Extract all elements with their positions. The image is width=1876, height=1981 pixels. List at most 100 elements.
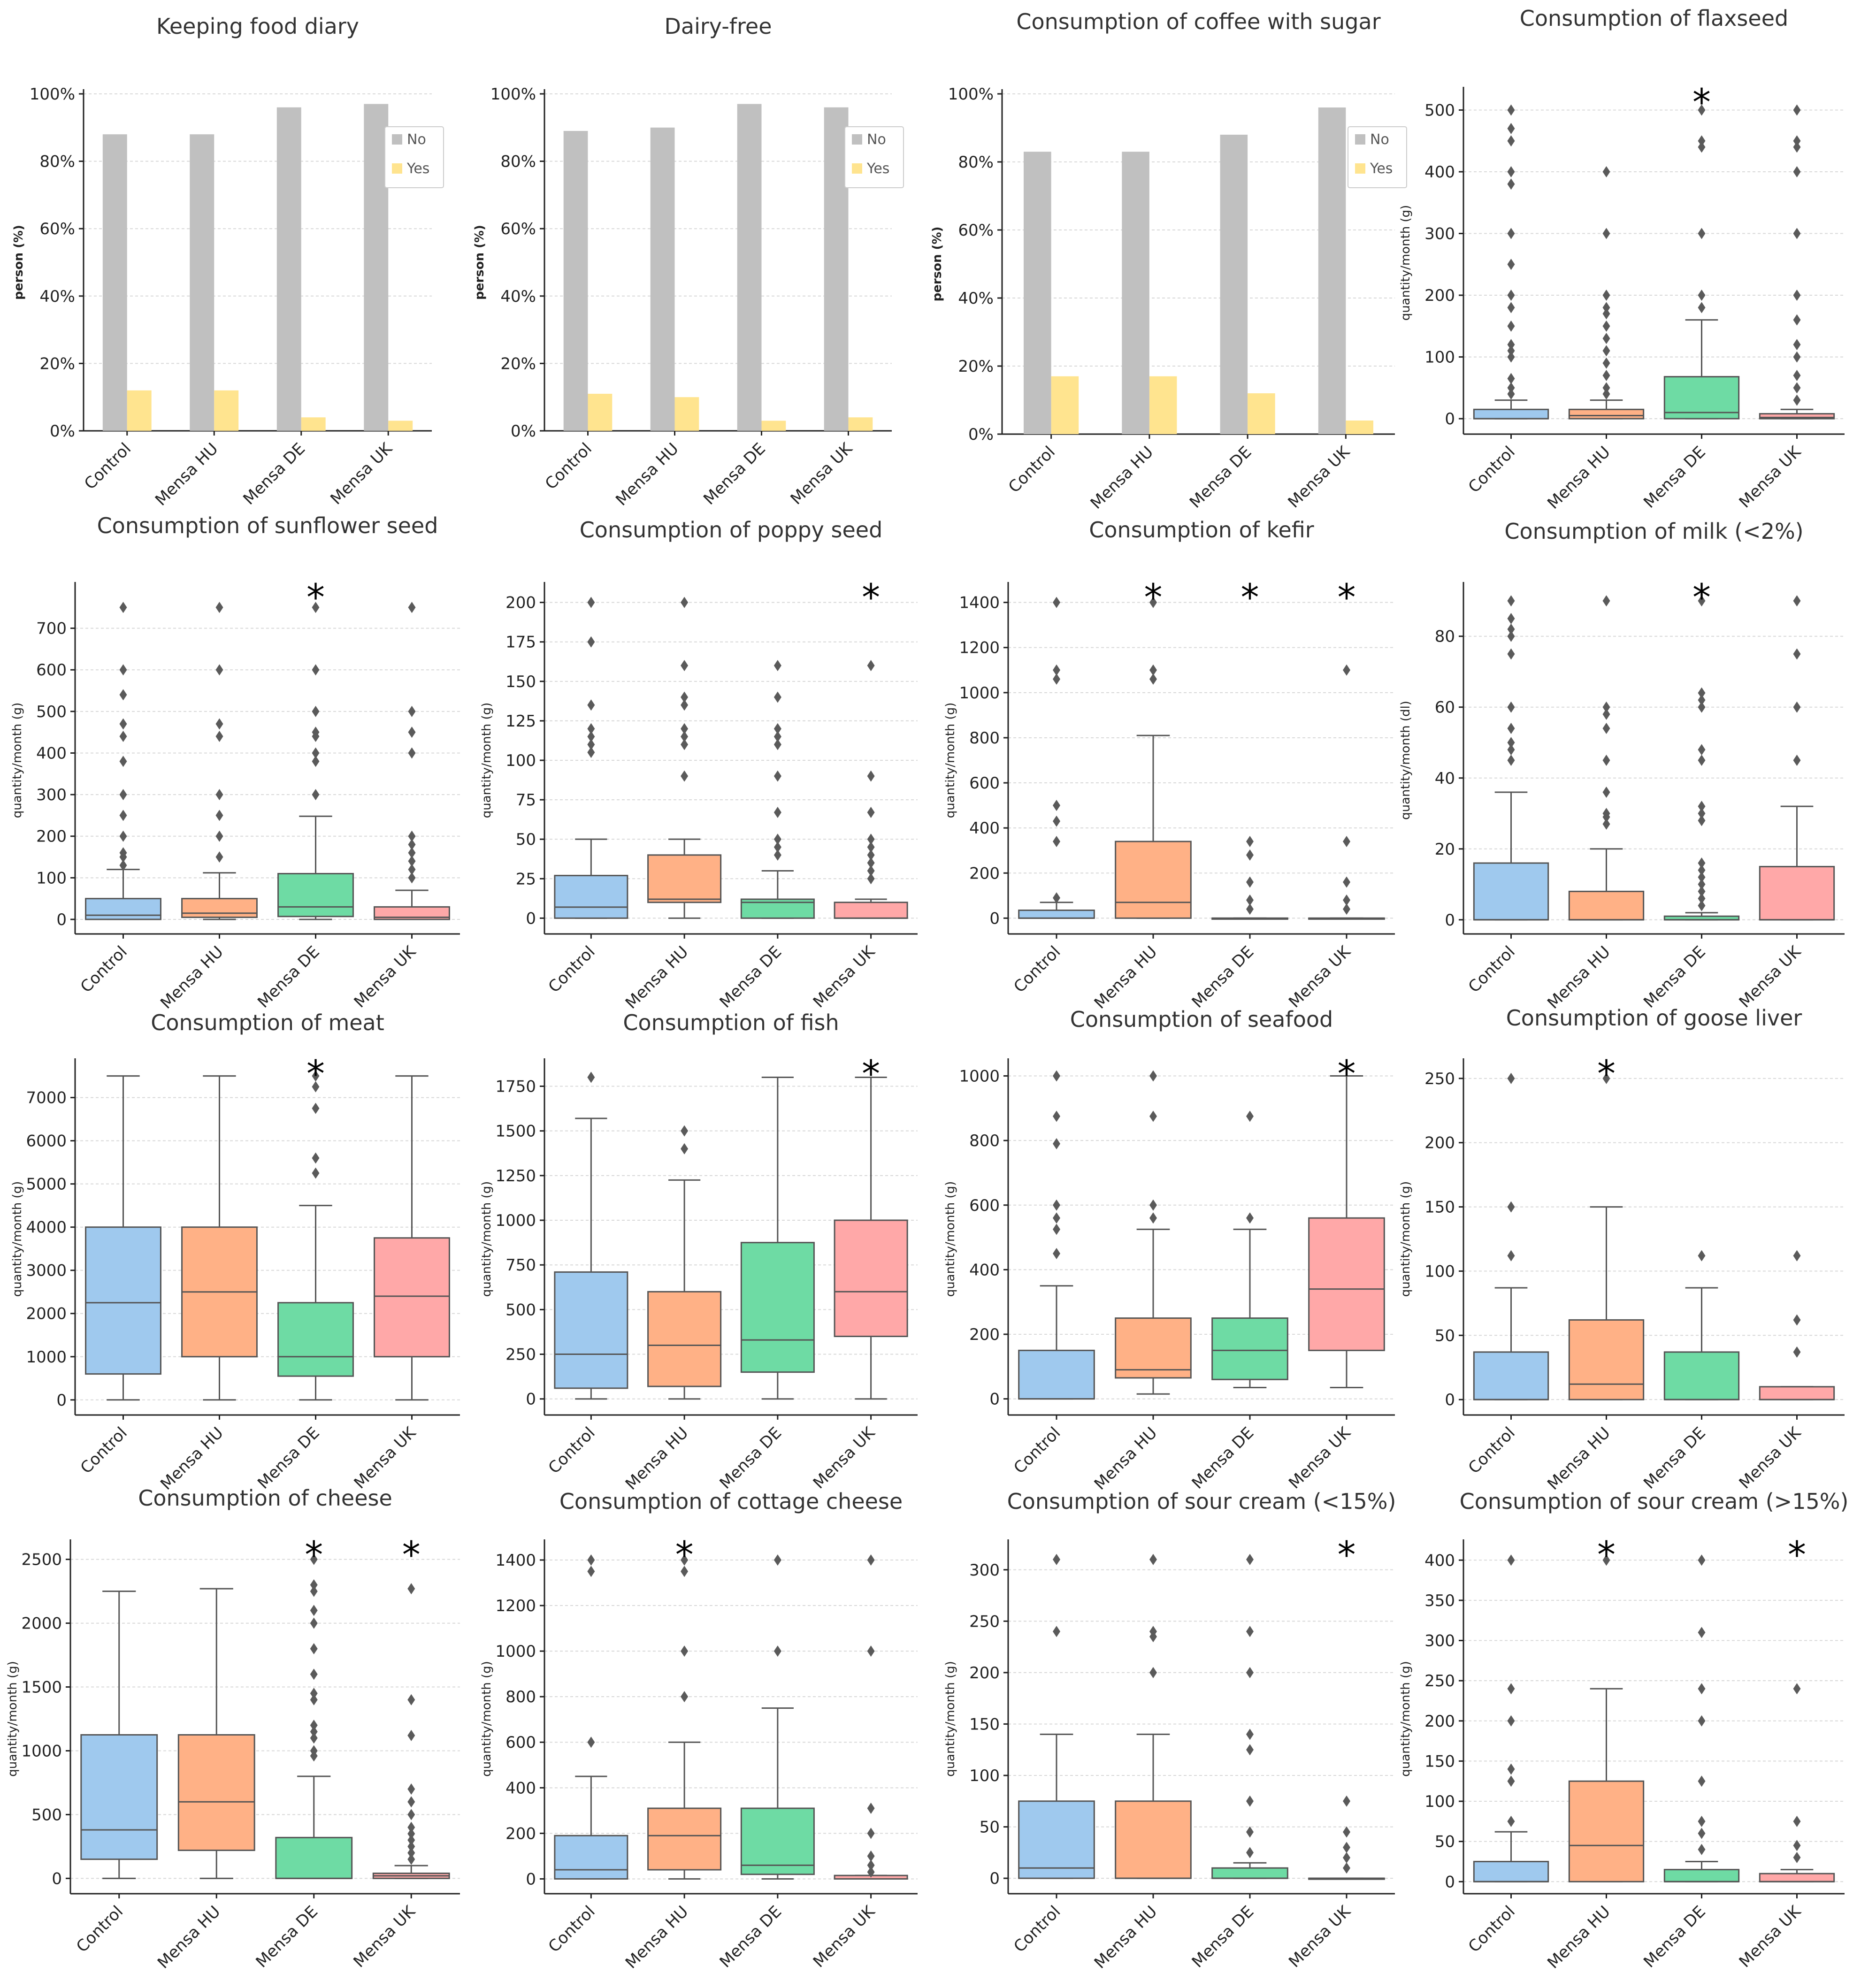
outlier-point	[681, 770, 689, 782]
outlier-point	[1698, 1775, 1706, 1787]
y-tick-label: 75	[516, 791, 536, 810]
x-tick-label: Control	[1005, 443, 1059, 497]
outlier-point	[587, 1736, 595, 1748]
outlier-point	[407, 1783, 415, 1795]
y-tick-label: 6000	[26, 1132, 67, 1151]
y-tick-label: 400	[36, 744, 67, 763]
bar-no	[563, 130, 588, 431]
panel-sour_low: Consumption of sour cream (<15%) 0 50 100 15…	[943, 1489, 1396, 1973]
outlier-point	[1793, 290, 1801, 301]
box	[834, 1219, 908, 1337]
y-tick-label: 4000	[26, 1218, 67, 1237]
box	[647, 1807, 722, 1871]
outlier-point	[1507, 612, 1515, 624]
outlier-point	[1149, 673, 1157, 685]
x-tick-label: Mensa HU	[622, 1423, 692, 1494]
outlier-point	[1793, 394, 1801, 406]
y-tick-label: 800	[505, 1688, 536, 1706]
y-tick-label: 100%	[948, 85, 994, 104]
box	[1115, 841, 1192, 919]
chart-title: Dairy-free	[664, 14, 772, 39]
panel-sour_high: Consumption of sour cream (>15%) 0 50 100 15…	[1399, 1489, 1848, 1973]
outlier-point	[407, 1828, 415, 1840]
y-axis-label: quantity/month (g)	[10, 1181, 24, 1297]
x-tick-label: Control	[545, 942, 599, 996]
y-tick-label: 250	[969, 1612, 1000, 1631]
y-tick-label: 0%	[50, 422, 75, 441]
outlier-point	[681, 723, 689, 734]
significance-star: *	[1788, 1534, 1806, 1576]
bar-yes	[848, 417, 873, 431]
outlier-point	[773, 691, 781, 703]
outlier-point	[1507, 228, 1515, 239]
outlier-point	[1053, 1553, 1060, 1565]
legend-swatch	[852, 134, 862, 145]
outlier-point	[1507, 1554, 1515, 1566]
y-tick-label: 0	[1445, 911, 1455, 930]
y-tick-label: 0	[989, 1869, 1000, 1888]
panel-seafood: Consumption of seafood 0 200 400 600 800 1000 q…	[943, 1007, 1395, 1494]
outlier-point	[1793, 166, 1801, 177]
outlier-point	[1053, 1110, 1060, 1122]
y-axis-label: quantity/month (g)	[6, 1661, 20, 1777]
y-tick-label: 20%	[500, 354, 536, 373]
outlier-point	[407, 1834, 415, 1846]
outlier-point	[867, 841, 875, 853]
outlier-point	[1793, 1851, 1801, 1863]
box	[1473, 862, 1549, 921]
outlier-point	[681, 597, 689, 608]
box	[1308, 1217, 1385, 1351]
x-tick-label: Mensa DE	[254, 942, 323, 1012]
outlier-point	[1246, 1826, 1254, 1838]
outlier-point	[1053, 815, 1060, 827]
y-tick-label: 800	[969, 1132, 1000, 1150]
outlier-point	[119, 664, 127, 676]
significance-star: *	[1144, 577, 1163, 619]
outlier-point	[773, 1645, 781, 1657]
y-tick-label: 250	[1424, 1672, 1455, 1690]
y-axis-label: quantity/month (g)	[943, 1181, 957, 1297]
x-tick-label: Mensa UK	[810, 1423, 880, 1493]
outlier-point	[1343, 1826, 1350, 1838]
outlier-point	[312, 1081, 320, 1093]
y-tick-label: 1500	[495, 1122, 536, 1141]
y-tick-label: 60%	[39, 220, 75, 238]
bar-yes	[127, 390, 152, 431]
y-tick-label: 20%	[958, 357, 994, 376]
outlier-point	[1698, 141, 1706, 153]
outlier-point	[312, 1167, 320, 1179]
significance-star: *	[305, 1534, 323, 1576]
y-tick-label: 100	[969, 1767, 1000, 1785]
outlier-point	[1793, 370, 1801, 382]
x-tick-label: Mensa DE	[1188, 1902, 1258, 1972]
outlier-point	[312, 789, 320, 801]
y-tick-label: 1000	[959, 684, 1000, 703]
y-tick-label: 750	[505, 1256, 536, 1275]
outlier-point	[1793, 104, 1801, 116]
y-tick-label: 0	[526, 909, 536, 928]
y-tick-label: 100	[36, 869, 67, 887]
x-tick-label: Control	[77, 1423, 131, 1477]
x-tick-label: Control	[1010, 1902, 1064, 1956]
outlier-point	[1507, 290, 1515, 301]
y-tick-label: 175	[505, 633, 536, 652]
y-tick-label: 1400	[495, 1551, 536, 1570]
y-tick-label: 50	[980, 1818, 1000, 1837]
outlier-point	[310, 1688, 318, 1699]
outlier-point	[867, 865, 875, 877]
outlier-point	[119, 830, 127, 842]
outlier-point	[1343, 903, 1350, 915]
outlier-point	[215, 789, 223, 801]
y-tick-label: 0	[1445, 410, 1455, 428]
x-tick-label: Mensa HU	[622, 942, 692, 1013]
y-tick-label: 2000	[21, 1614, 62, 1633]
y-tick-label: 200	[969, 1325, 1000, 1344]
outlier-point	[310, 1694, 318, 1706]
box	[1018, 910, 1095, 919]
x-tick-label: Mensa UK	[1285, 1423, 1355, 1493]
legend-swatch	[1355, 163, 1365, 174]
outlier-point	[587, 1071, 595, 1083]
y-tick-label: 100	[1424, 1262, 1455, 1281]
outlier-point	[1793, 351, 1801, 363]
